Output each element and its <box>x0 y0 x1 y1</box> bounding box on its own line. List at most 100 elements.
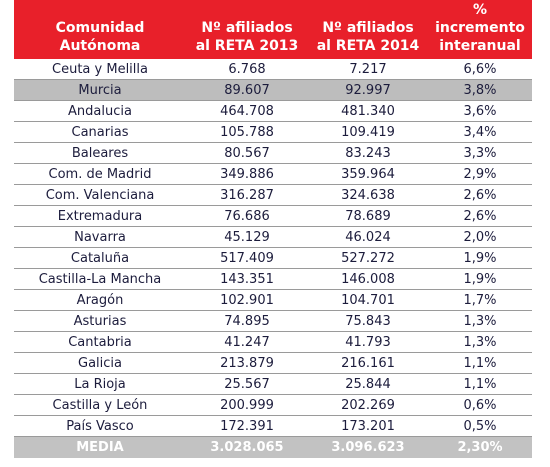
table-row: Com. Valenciana 316.287 324.638 2,6% <box>14 184 532 206</box>
value-cell: 109.419 <box>308 121 428 143</box>
value-cell: 80.567 <box>186 142 308 164</box>
value-cell: 41.793 <box>308 331 428 353</box>
region-cell: Andalucia <box>14 100 186 122</box>
region-cell: Ceuta y Melilla <box>14 59 186 80</box>
value-cell: 1,1% <box>428 352 532 374</box>
value-cell: 3,4% <box>428 121 532 143</box>
table-row: Cataluña 517.409 527.272 1,9% <box>14 247 532 269</box>
column-header: Comunidad Autónoma <box>14 0 186 59</box>
value-cell: 527.272 <box>308 247 428 269</box>
table-row: Canarias 105.788 109.419 3,4% <box>14 121 532 143</box>
table-row: Castilla y León 200.999 202.269 0,6% <box>14 394 532 416</box>
region-cell: Com. de Madrid <box>14 163 186 185</box>
table-row: Extremadura 76.686 78.689 2,6% <box>14 205 532 227</box>
footer-cell: 2,30% <box>428 436 532 458</box>
value-cell: 216.161 <box>308 352 428 374</box>
header-line: % incremento <box>435 2 525 36</box>
table-row: Castilla-La Mancha 143.351 146.008 1,9% <box>14 268 532 290</box>
value-cell: 74.895 <box>186 310 308 332</box>
region-cell: Castilla y León <box>14 394 186 416</box>
header-line: Nº afiliados <box>201 20 293 36</box>
header-line: Comunidad Autónoma <box>55 20 145 54</box>
value-cell: 7.217 <box>308 59 428 80</box>
column-header: Nº afiliados al RETA 2013 <box>186 0 308 59</box>
value-cell: 1,1% <box>428 373 532 395</box>
region-cell: Extremadura <box>14 205 186 227</box>
value-cell: 3,8% <box>428 79 532 101</box>
value-cell: 6.768 <box>186 59 308 80</box>
value-cell: 104.701 <box>308 289 428 311</box>
region-cell: Aragón <box>14 289 186 311</box>
value-cell: 41.247 <box>186 331 308 353</box>
value-cell: 2,0% <box>428 226 532 248</box>
value-cell: 143.351 <box>186 268 308 290</box>
value-cell: 102.901 <box>186 289 308 311</box>
region-cell: Cantabria <box>14 331 186 353</box>
value-cell: 3,3% <box>428 142 532 164</box>
value-cell: 2,9% <box>428 163 532 185</box>
table-row: Asturias 74.895 75.843 1,3% <box>14 310 532 332</box>
table-row: Galicia 213.879 216.161 1,1% <box>14 352 532 374</box>
table-row: Ceuta y Melilla 6.768 7.217 6,6% <box>14 59 532 80</box>
footer-cell: MEDIA <box>14 436 186 458</box>
header-line: interanual <box>439 38 521 54</box>
header-line: al RETA 2013 <box>195 38 299 54</box>
table-row: Navarra 45.129 46.024 2,0% <box>14 226 532 248</box>
value-cell: 349.886 <box>186 163 308 185</box>
value-cell: 83.243 <box>308 142 428 164</box>
value-cell: 316.287 <box>186 184 308 206</box>
value-cell: 517.409 <box>186 247 308 269</box>
value-cell: 25.567 <box>186 373 308 395</box>
value-cell: 45.129 <box>186 226 308 248</box>
value-cell: 25.844 <box>308 373 428 395</box>
table-row: Com. de Madrid 349.886 359.964 2,9% <box>14 163 532 185</box>
value-cell: 359.964 <box>308 163 428 185</box>
region-cell: Canarias <box>14 121 186 143</box>
value-cell: 202.269 <box>308 394 428 416</box>
column-header: % incremento interanual <box>428 0 532 59</box>
footer-cell: 3.096.623 <box>308 436 428 458</box>
value-cell: 0,6% <box>428 394 532 416</box>
region-cell: Galicia <box>14 352 186 374</box>
value-cell: 172.391 <box>186 415 308 437</box>
region-cell: Murcia <box>14 79 186 101</box>
value-cell: 213.879 <box>186 352 308 374</box>
value-cell: 1,3% <box>428 331 532 353</box>
header-line: al RETA 2014 <box>316 38 420 54</box>
value-cell: 78.689 <box>308 205 428 227</box>
value-cell: 464.708 <box>186 100 308 122</box>
column-header: Nº afiliados al RETA 2014 <box>308 0 428 59</box>
value-cell: 146.008 <box>308 268 428 290</box>
table-row: Murcia 89.607 92.997 3,8% <box>14 79 532 101</box>
value-cell: 105.788 <box>186 121 308 143</box>
value-cell: 6,6% <box>428 59 532 80</box>
table-row: País Vasco 172.391 173.201 0,5% <box>14 415 532 437</box>
table-container: Comunidad Autónoma Nº afiliados al RETA 20… <box>14 0 532 458</box>
region-cell: Com. Valenciana <box>14 184 186 206</box>
table-row: La Rioja 25.567 25.844 1,1% <box>14 373 532 395</box>
table-row: Baleares 80.567 83.243 3,3% <box>14 142 532 164</box>
footer-row: MEDIA 3.028.065 3.096.623 2,30% <box>14 436 532 458</box>
value-cell: 2,6% <box>428 184 532 206</box>
table-body: Ceuta y Melilla 6.768 7.217 6,6% Murcia 89.60… <box>14 59 532 458</box>
region-cell: Cataluña <box>14 247 186 269</box>
region-cell: Baleares <box>14 142 186 164</box>
value-cell: 76.686 <box>186 205 308 227</box>
value-cell: 89.607 <box>186 79 308 101</box>
table-row: Andalucia 464.708 481.340 3,6% <box>14 100 532 122</box>
value-cell: 2,6% <box>428 205 532 227</box>
region-cell: Navarra <box>14 226 186 248</box>
region-cell: País Vasco <box>14 415 186 437</box>
value-cell: 1,9% <box>428 247 532 269</box>
value-cell: 200.999 <box>186 394 308 416</box>
region-cell: Castilla-La Mancha <box>14 268 186 290</box>
value-cell: 1,3% <box>428 310 532 332</box>
value-cell: 173.201 <box>308 415 428 437</box>
value-cell: 75.843 <box>308 310 428 332</box>
value-cell: 0,5% <box>428 415 532 437</box>
table-row: Cantabria 41.247 41.793 1,3% <box>14 331 532 353</box>
value-cell: 3,6% <box>428 100 532 122</box>
value-cell: 92.997 <box>308 79 428 101</box>
value-cell: 1,9% <box>428 268 532 290</box>
header-line: Nº afiliados <box>322 20 414 36</box>
